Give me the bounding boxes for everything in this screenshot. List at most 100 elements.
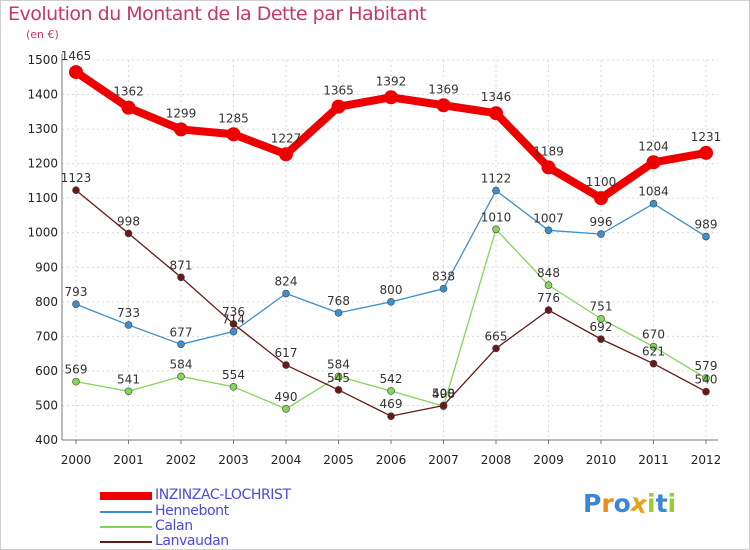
data-label: 1204 [638,139,669,153]
y-tick-label: 1000 [27,226,58,240]
data-label: 989 [695,218,718,232]
x-tick-label: 2011 [638,453,669,467]
data-point [72,300,80,309]
legend-label: INZINZAC-LOCHRIST [155,487,291,503]
data-label: 848 [537,266,560,280]
data-point [646,155,661,170]
legend-swatch [100,492,152,500]
x-tick-label: 2005 [323,453,354,467]
y-tick-label: 600 [35,364,58,378]
data-point [492,225,500,234]
data-label: 500 [432,386,455,400]
data-label: 1007 [533,211,564,225]
data-point [282,405,290,413]
data-point [699,145,713,160]
data-point [72,186,80,195]
data-point [334,372,343,381]
data-label: 996 [590,215,613,229]
data-point [597,230,605,238]
data-point [597,335,605,343]
x-tick-label: 2012 [691,453,722,467]
data-point [334,309,343,317]
data-point [439,284,448,293]
data-label: 621 [642,345,665,359]
data-label: 1365 [323,84,354,98]
legend-swatch [100,541,152,543]
data-point [384,90,398,105]
y-tick-label: 900 [35,260,58,274]
data-label: 1123 [61,171,92,185]
data-point [174,122,188,137]
data-label: 1010 [481,210,512,224]
x-tick-label: 2008 [481,453,512,467]
data-label: 793 [65,285,88,299]
x-tick-label: 2003 [218,453,249,467]
data-label: 871 [170,258,193,272]
data-point [702,374,710,382]
data-point [229,327,238,336]
data-label: 545 [327,371,350,385]
y-tick-label: 500 [35,398,58,412]
data-label: 733 [117,306,140,320]
data-point [649,342,658,351]
data-point [544,226,553,235]
legend-label: Calan [155,518,193,534]
data-point [334,386,343,394]
data-label: 665 [485,329,508,343]
data-label: 751 [590,300,613,314]
data-point [489,106,503,121]
data-point [229,382,238,391]
y-tick-label: 700 [35,329,58,343]
data-label: 541 [117,372,140,386]
data-point [649,359,658,368]
data-point [387,298,395,306]
data-label: 490 [275,390,298,404]
data-label: 1231 [691,130,722,144]
data-point [492,186,500,195]
y-tick-label: 1400 [27,88,58,102]
data-label: 1465 [61,49,92,63]
data-point [544,306,553,314]
data-label: 998 [117,214,140,228]
chart-subtitle: (en €) [26,28,59,41]
data-label: 540 [695,373,718,387]
data-point [177,340,185,349]
data-point [594,191,608,206]
y-tick-label: 1300 [27,122,58,136]
logo-letter: i [647,489,656,518]
data-point [124,229,133,238]
data-label: 692 [590,320,613,334]
legend-swatch [100,526,152,528]
y-tick-label: 1100 [27,191,58,205]
data-label: 800 [380,283,403,297]
data-point [124,387,133,396]
y-tick-label: 800 [35,295,58,309]
legend-item: Hennebont [100,503,340,520]
data-label: 579 [695,359,718,373]
data-point [492,344,500,353]
legend-label: Lanvaudan [155,533,229,549]
data-label: 768 [327,294,350,308]
logo-letter: o [613,489,631,518]
data-point [226,127,241,142]
chart-title: Evolution du Montant de la Dette par Hab… [8,3,427,25]
series-layer [69,65,713,420]
legend-item: INZINZAC-LOCHRIST [100,487,340,504]
logo-letter: P [583,489,602,518]
data-label: 1100 [586,175,617,189]
y-tick-label: 400 [35,433,58,447]
legend-item: Calan [100,518,340,535]
legend-label: Hennebont [155,503,229,519]
data-point [177,372,185,381]
data-point [177,273,185,282]
data-label: 554 [222,368,245,382]
data-point [387,387,395,395]
y-tick-label: 1200 [27,157,58,171]
data-label: 1122 [481,172,512,186]
logo-letter: t [655,489,668,518]
x-tick-label: 2001 [113,453,144,467]
data-label: 1285 [218,111,249,125]
data-label: 714 [222,313,245,327]
data-point [436,98,451,113]
